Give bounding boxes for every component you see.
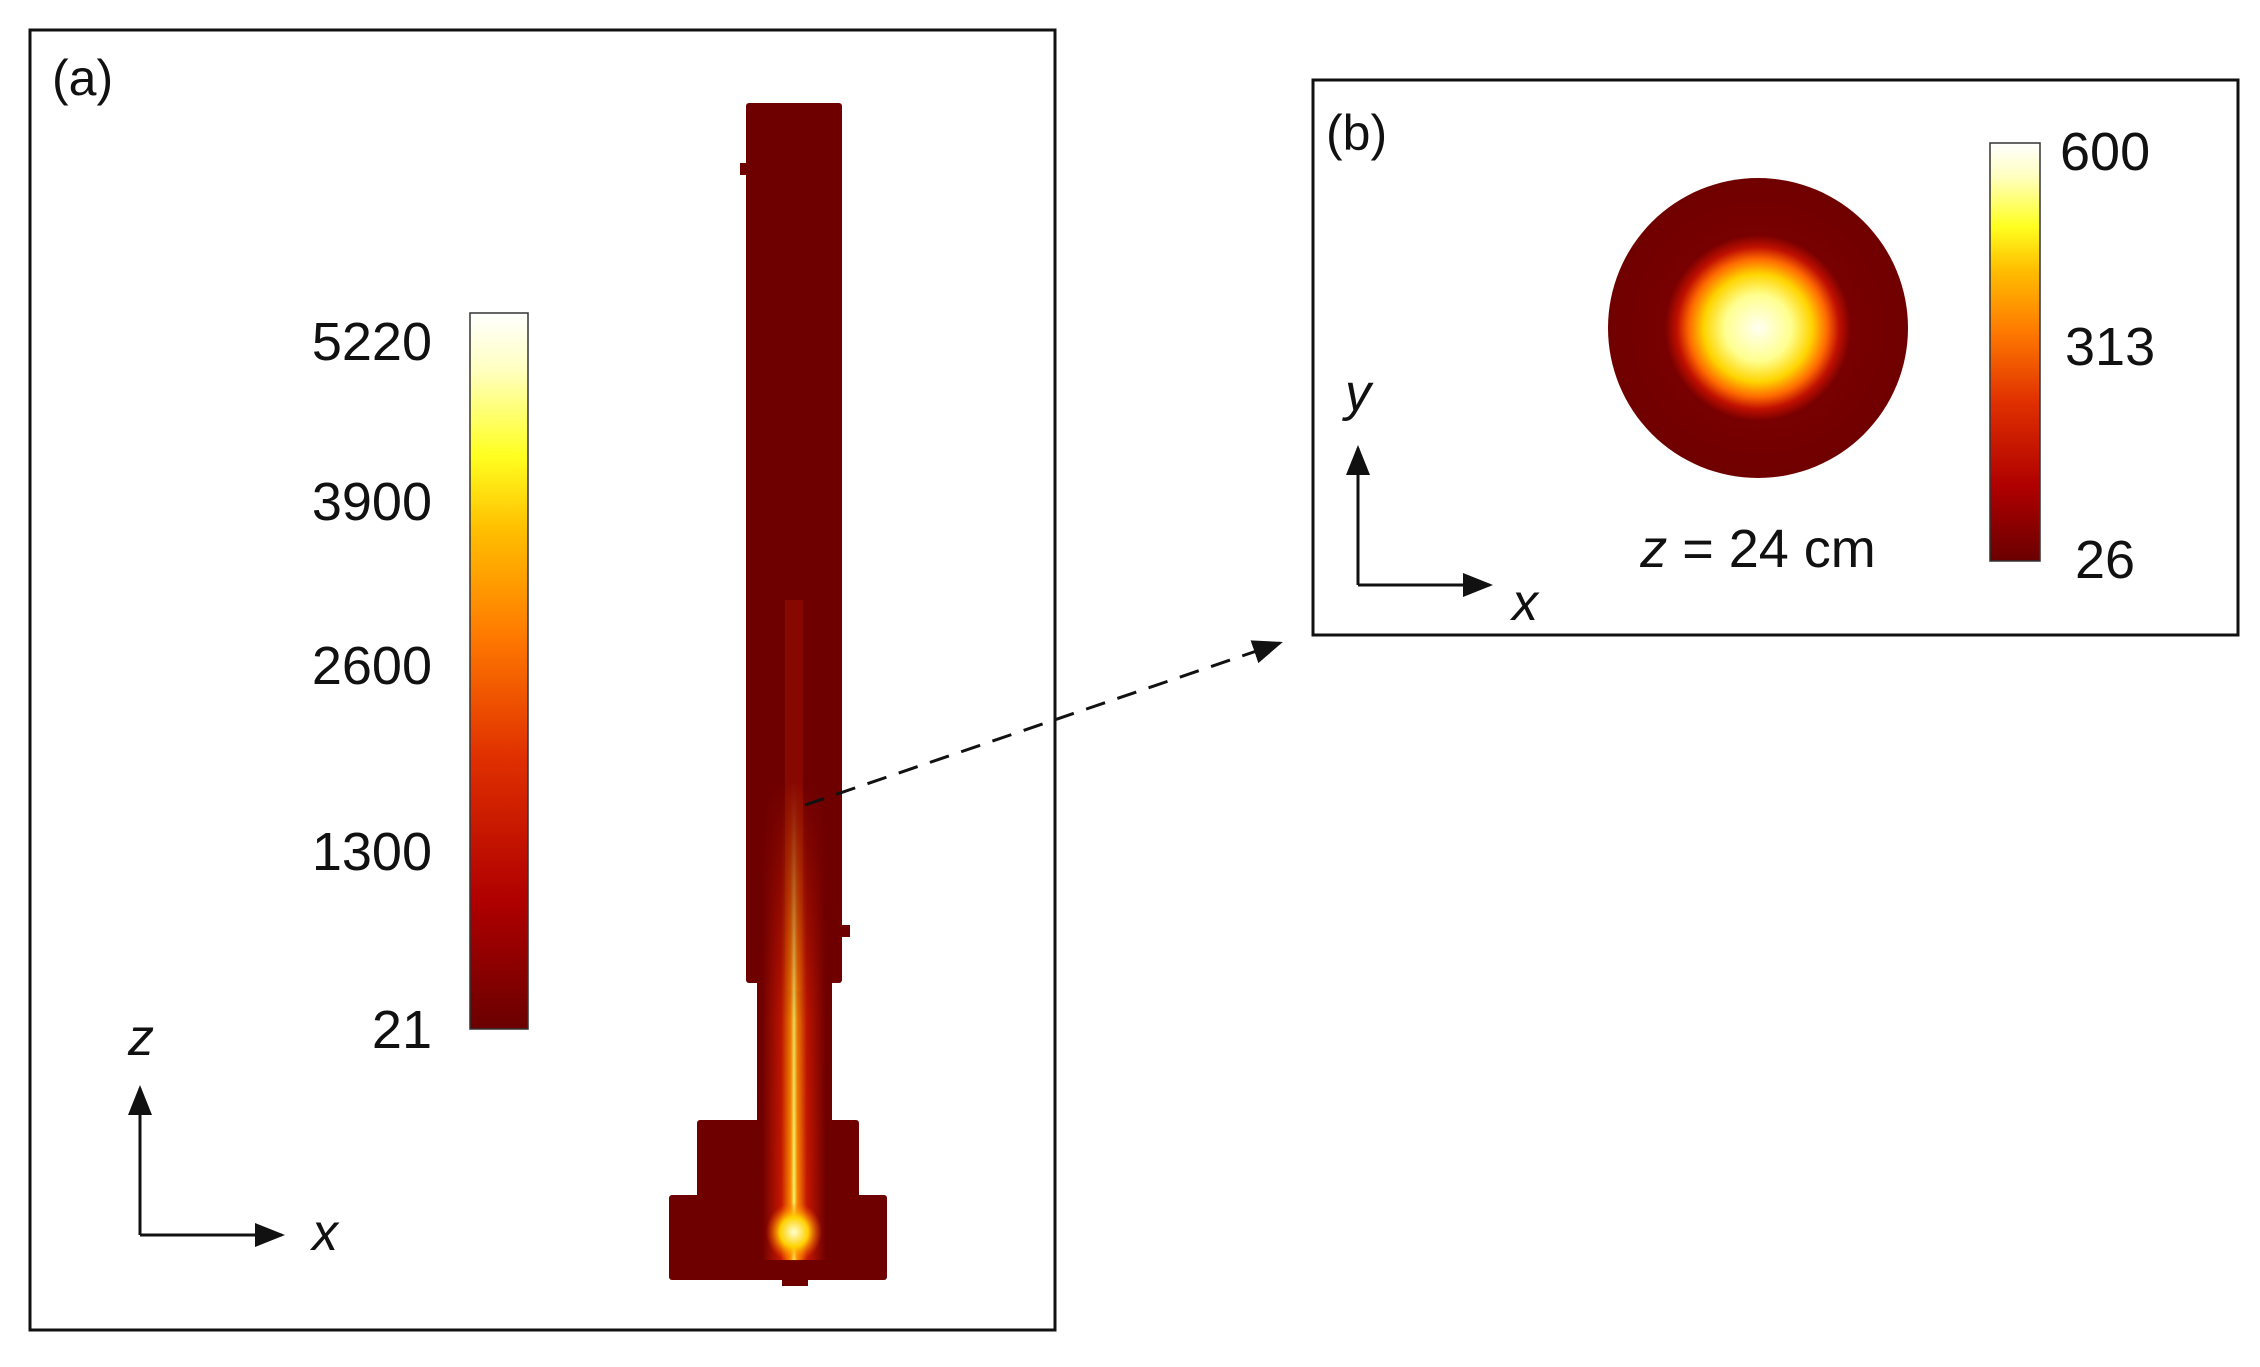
panel-a-label: (a): [52, 50, 113, 106]
panel-b-axis-y: y: [1342, 364, 1374, 422]
panel-a-tick-3: 2600: [312, 636, 432, 696]
panel-a-colorbar: [469, 312, 529, 1030]
panel-a-frame: [28, 28, 1057, 1332]
panel-b-colorbar: [1989, 142, 2041, 562]
panel-a-tick-min: 21: [372, 1000, 432, 1060]
panel-a-axes-indicator: z x: [127, 1009, 340, 1262]
panel-b-tick-max: 600: [2060, 122, 2150, 182]
panel-b-tick-min: 26: [2075, 530, 2135, 590]
panel-b: (b) z = 24 cm 600 313 26 y x: [1311, 78, 2240, 637]
connector-arrow: [804, 640, 1283, 807]
panel-b-frame: [1311, 78, 2240, 637]
panel-b-axis-x: x: [1509, 574, 1540, 632]
panel-a-axis-z: z: [127, 1009, 154, 1067]
panel-b-axes-indicator: y x: [1342, 364, 1540, 632]
panel-a: (a) 5220 3900 2600 1300 21 z x: [28, 28, 1057, 1332]
panel-a-tick-max: 5220: [312, 312, 432, 372]
panel-a-axis-x: x: [309, 1204, 340, 1262]
panel-b-label: (b): [1326, 105, 1387, 161]
panel-b-tick-mid: 313: [2065, 317, 2155, 377]
cross-section-disk: [1608, 178, 1908, 478]
panel-a-tick-4: 1300: [312, 822, 432, 882]
torch-cross-section: [669, 103, 887, 1286]
panel-b-caption: z = 24 cm: [1639, 519, 1876, 579]
panel-a-tick-2: 3900: [312, 472, 432, 532]
